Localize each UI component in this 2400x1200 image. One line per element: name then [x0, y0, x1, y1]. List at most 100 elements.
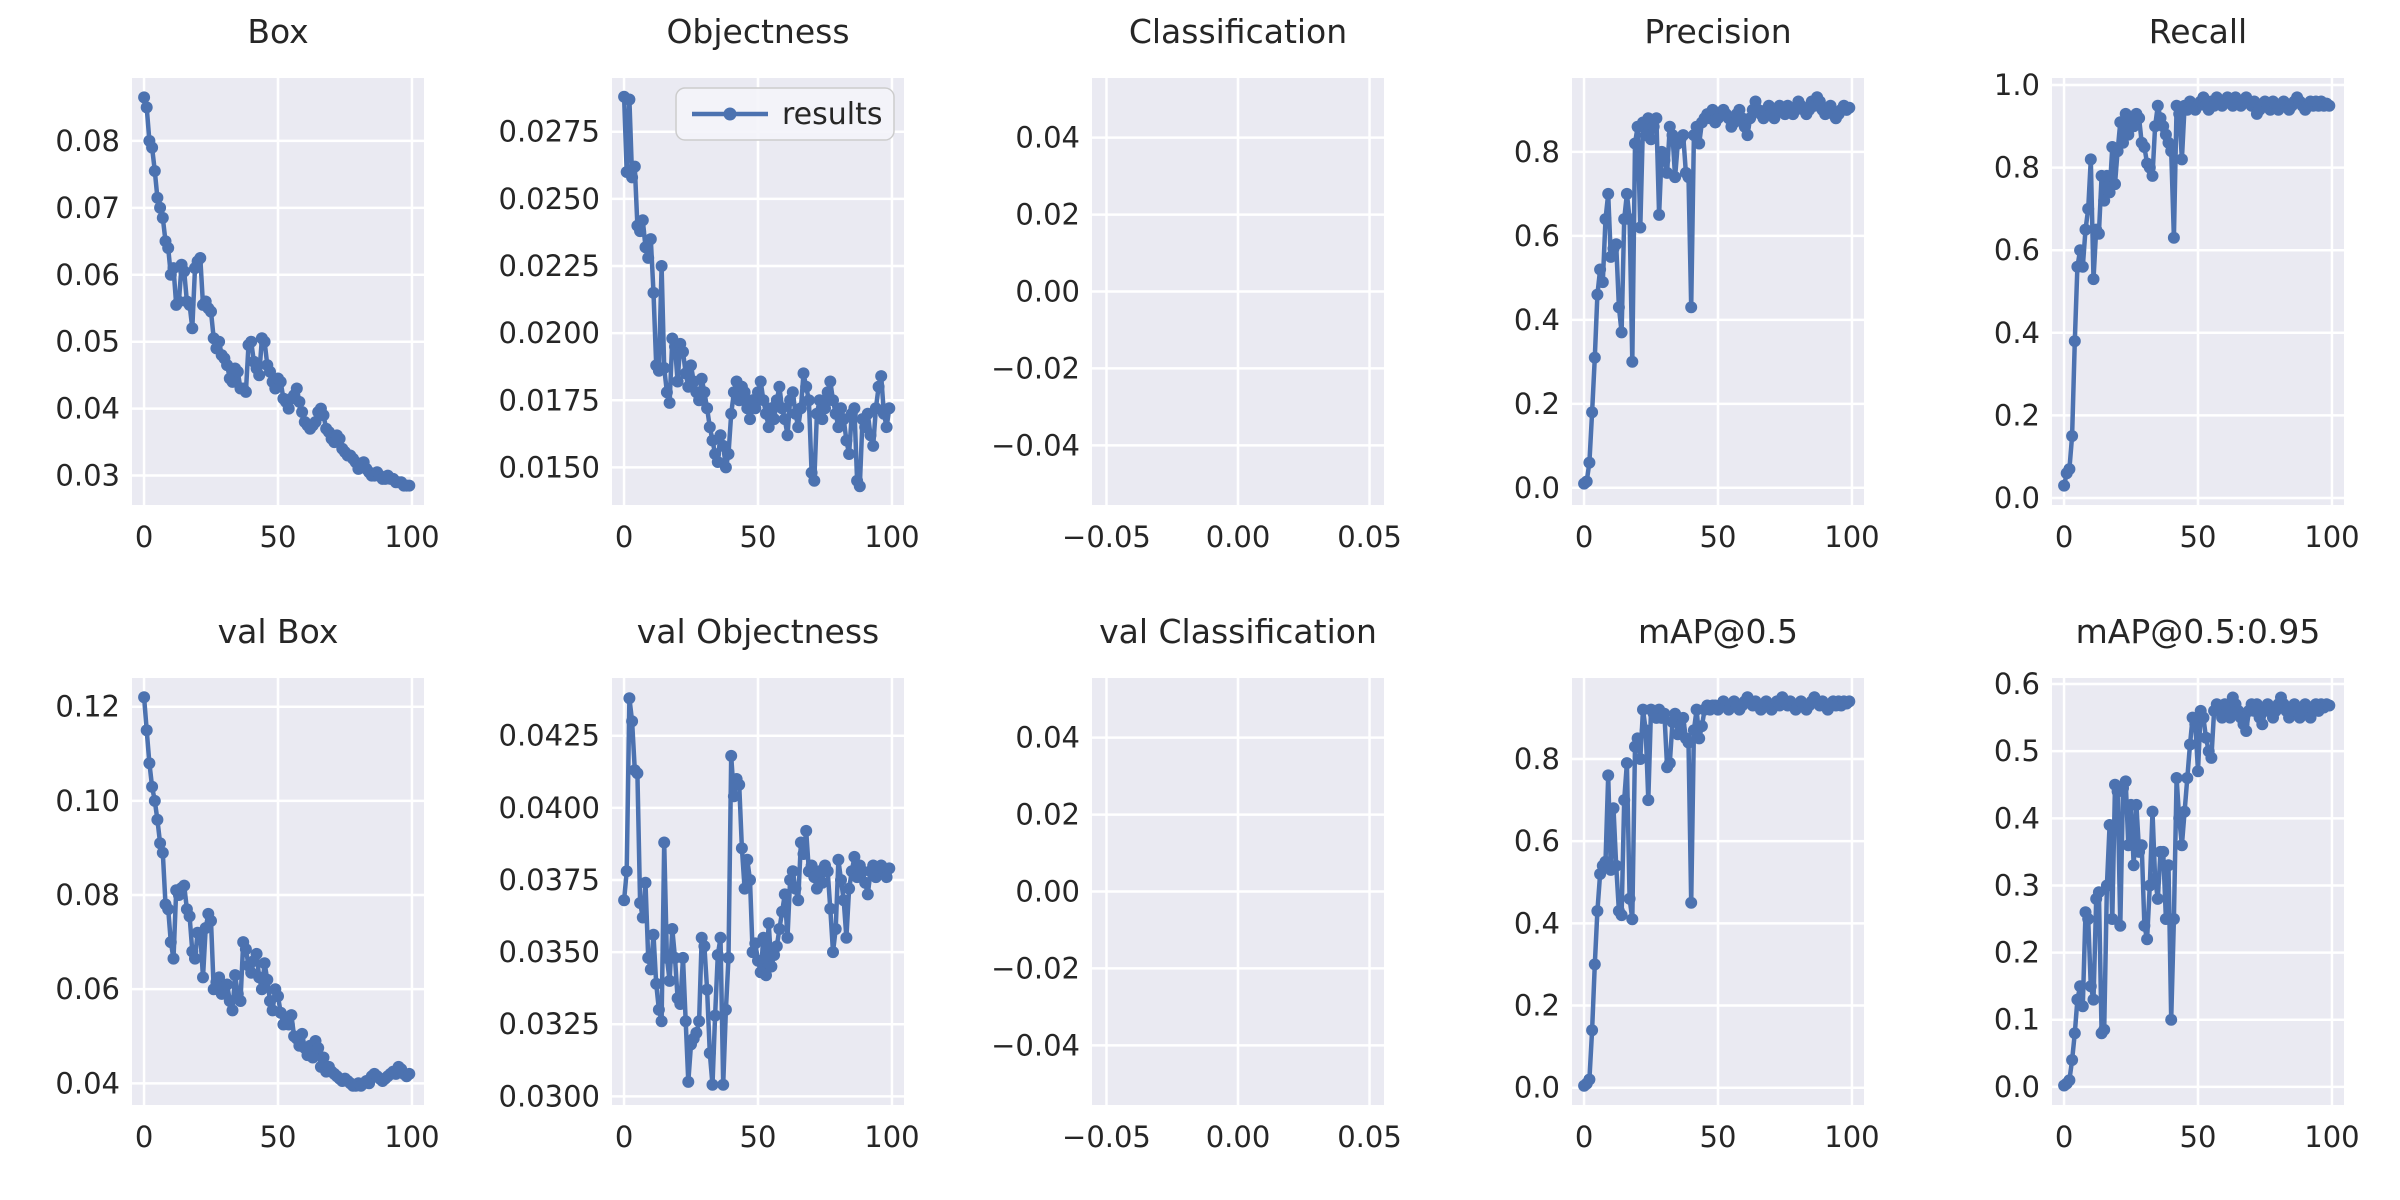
chart-plot-area: 0.03 0.04 0.05 0.06 0.07 0.08 0 50 100 — [55, 78, 440, 554]
svg-text:0.0300: 0.0300 — [499, 1079, 600, 1113]
svg-text:100: 100 — [2304, 520, 2359, 554]
chart-plot-area: 0.0 0.1 0.2 0.3 0.4 0.5 0.6 0 50 100 — [1994, 667, 2360, 1154]
subplot-val-classification: val Classification −0.04 −0.02 0.00 0.02 0.0… — [960, 600, 1440, 1200]
svg-text:0.8: 0.8 — [1994, 151, 2040, 185]
chart-title: val Objectness — [636, 612, 880, 651]
svg-text:0.0350: 0.0350 — [499, 935, 600, 969]
chart-plot-area: 0.0 0.2 0.4 0.6 0.8 0 50 100 — [1514, 678, 1880, 1154]
subplot-recall: Recall 0.0 0.2 0.4 0.6 0.8 1.0 0 50 100 — [1920, 0, 2400, 600]
svg-text:0.05: 0.05 — [1337, 1120, 1402, 1154]
svg-text:0: 0 — [615, 1120, 633, 1154]
svg-text:0.4: 0.4 — [1994, 316, 2040, 350]
subplot-map50-95: mAP@0.5:0.95 0.0 0.1 0.2 0.3 0.4 0.5 0.6 0 50 100 — [1920, 600, 2400, 1200]
svg-text:0.0150: 0.0150 — [499, 450, 600, 484]
subplot-val-box: val Box 0.04 0.06 0.08 0.10 0.12 0 50 100 — [0, 600, 480, 1200]
svg-text:50: 50 — [740, 1120, 777, 1154]
svg-text:0.0: 0.0 — [1514, 471, 1560, 505]
svg-text:0.0425: 0.0425 — [499, 719, 600, 753]
svg-text:0: 0 — [135, 1120, 153, 1154]
chart-plot-area: 0.04 0.06 0.08 0.10 0.12 0 50 100 — [55, 678, 440, 1154]
svg-text:1.0: 1.0 — [1994, 68, 2040, 102]
svg-text:0.8: 0.8 — [1514, 135, 1560, 169]
svg-text:0.4: 0.4 — [1514, 906, 1560, 940]
svg-text:−0.05: −0.05 — [1062, 1120, 1151, 1154]
svg-text:0: 0 — [2055, 520, 2073, 554]
svg-text:0.03: 0.03 — [55, 459, 120, 493]
svg-text:100: 100 — [384, 520, 439, 554]
svg-text:0: 0 — [1575, 520, 1593, 554]
svg-text:0.0: 0.0 — [1994, 481, 2040, 515]
svg-text:50: 50 — [1700, 520, 1737, 554]
svg-text:0.2: 0.2 — [1994, 398, 2040, 432]
svg-text:−0.04: −0.04 — [991, 1028, 1080, 1062]
chart-plot-area: −0.04 −0.02 0.00 0.02 0.04 −0.05 0.00 0.05 — [991, 678, 1402, 1154]
chart-title: Box — [247, 12, 309, 51]
subplot-classification: Classification −0.04 −0.02 0.00 0.02 0.04 −0.… — [960, 0, 1440, 600]
svg-text:100: 100 — [384, 1120, 439, 1154]
svg-text:0.6: 0.6 — [1994, 233, 2040, 267]
svg-text:0.0200: 0.0200 — [499, 316, 600, 350]
svg-text:50: 50 — [2180, 1120, 2217, 1154]
svg-text:100: 100 — [1824, 1120, 1879, 1154]
chart-plot-area: −0.04 −0.02 0.00 0.02 0.04 −0.05 0.00 0.05 — [991, 78, 1402, 554]
svg-text:0.8: 0.8 — [1514, 742, 1560, 776]
svg-text:0.05: 0.05 — [1337, 520, 1402, 554]
svg-text:0.2: 0.2 — [1994, 936, 2040, 970]
chart-title: Objectness — [666, 12, 850, 51]
svg-text:0.0: 0.0 — [1514, 1071, 1560, 1105]
svg-text:0.2: 0.2 — [1514, 989, 1560, 1023]
svg-text:0.2: 0.2 — [1514, 387, 1560, 421]
subplot-precision: Precision 0.0 0.2 0.4 0.6 0.8 0 50 100 — [1440, 0, 1920, 600]
svg-text:0.04: 0.04 — [55, 392, 120, 426]
svg-text:0.6: 0.6 — [1514, 824, 1560, 858]
chart-title: mAP@0.5 — [1637, 612, 1799, 651]
svg-text:0: 0 — [615, 520, 633, 554]
svg-text:0.04: 0.04 — [1015, 721, 1080, 755]
chart-title: Classification — [1128, 12, 1348, 51]
chart-title: Precision — [1644, 12, 1792, 51]
svg-text:−0.04: −0.04 — [991, 428, 1080, 462]
svg-text:0.06: 0.06 — [55, 972, 120, 1006]
svg-text:0.02: 0.02 — [1015, 198, 1080, 232]
svg-text:0.12: 0.12 — [55, 690, 120, 724]
svg-text:50: 50 — [2180, 520, 2217, 554]
subplot-map50: mAP@0.5 0.0 0.2 0.4 0.6 0.8 0 50 100 — [1440, 600, 1920, 1200]
svg-text:50: 50 — [260, 1120, 297, 1154]
svg-text:50: 50 — [260, 520, 297, 554]
svg-text:0.0375: 0.0375 — [499, 863, 600, 897]
svg-text:0.4: 0.4 — [1994, 801, 2040, 835]
svg-text:0: 0 — [135, 520, 153, 554]
svg-text:0.08: 0.08 — [55, 878, 120, 912]
chart-plot-area: 0.0 0.2 0.4 0.6 0.8 1.0 0 50 100 — [1994, 68, 2360, 554]
svg-text:0.4: 0.4 — [1514, 303, 1560, 337]
svg-text:0.08: 0.08 — [55, 124, 120, 158]
chart-plot-area: 0.0 0.2 0.4 0.6 0.8 0 50 100 — [1514, 78, 1880, 554]
subplot-objectness: Objectness 0.0150 0.0175 0.0200 0.0225 0.025… — [480, 0, 960, 600]
chart-plot-area: 0.0300 0.0325 0.0350 0.0375 0.0400 0.0425 0 50 1… — [499, 678, 920, 1154]
svg-text:100: 100 — [864, 1120, 919, 1154]
svg-text:0.00: 0.00 — [1015, 875, 1080, 909]
svg-text:0.10: 0.10 — [55, 784, 120, 818]
svg-text:0: 0 — [2055, 1120, 2073, 1154]
svg-text:0.00: 0.00 — [1015, 275, 1080, 309]
chart-plot-area: 0.0150 0.0175 0.0200 0.0225 0.0250 0.0275 0 50 1… — [499, 78, 920, 554]
svg-text:−0.02: −0.02 — [991, 351, 1080, 385]
svg-text:100: 100 — [1824, 520, 1879, 554]
svg-text:−0.05: −0.05 — [1062, 520, 1151, 554]
svg-text:0.02: 0.02 — [1015, 798, 1080, 832]
svg-text:0.3: 0.3 — [1994, 868, 2040, 902]
svg-text:0: 0 — [1575, 1120, 1593, 1154]
svg-text:0.6: 0.6 — [1514, 219, 1560, 253]
svg-text:0.0225: 0.0225 — [499, 249, 600, 283]
svg-text:0.0250: 0.0250 — [499, 182, 600, 216]
svg-text:50: 50 — [740, 520, 777, 554]
svg-text:0.00: 0.00 — [1206, 1120, 1271, 1154]
subplot-box: Box 0.03 0.04 0.05 0.06 0.07 0.08 0 50 100 — [0, 0, 480, 600]
subplot-val-objectness: val Objectness 0.0300 0.0325 0.0350 0.0375 0… — [480, 600, 960, 1200]
svg-text:0.0275: 0.0275 — [499, 115, 600, 149]
chart-title: val Classification — [1099, 612, 1377, 651]
svg-text:100: 100 — [864, 520, 919, 554]
chart-title: mAP@0.5:0.95 — [2075, 612, 2321, 651]
